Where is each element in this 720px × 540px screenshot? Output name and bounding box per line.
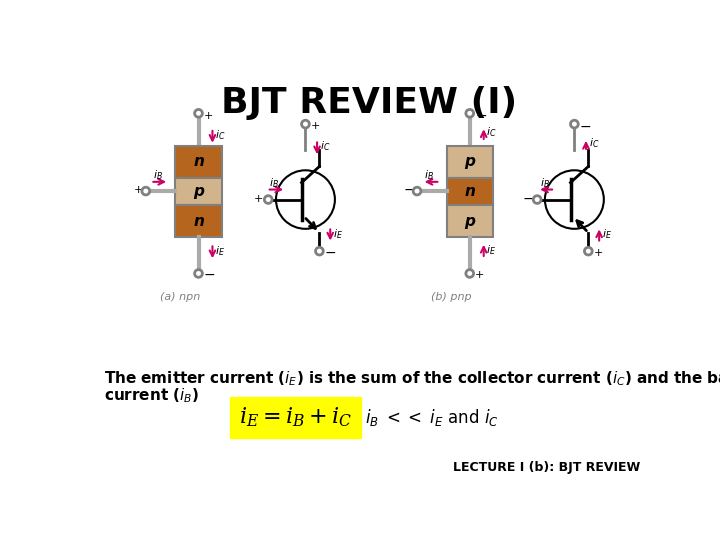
Circle shape	[276, 170, 335, 229]
Text: $i_E$: $i_E$	[215, 244, 225, 258]
Text: +: +	[204, 111, 213, 120]
Circle shape	[545, 170, 604, 229]
Text: $i_C$: $i_C$	[486, 126, 497, 139]
Text: n: n	[193, 214, 204, 228]
Text: $i_E = i_B + i_C$: $i_E = i_B + i_C$	[239, 406, 352, 429]
Circle shape	[466, 269, 474, 278]
Text: $i_B\ <<\ i_E\ \mathrm{and}\ i_C$: $i_B\ <<\ i_E\ \mathrm{and}\ i_C$	[365, 407, 499, 428]
Text: $\mathbf{The\ emitter\ current\ (}\mathit{i}_{E}\mathbf{)\ is\ the\ sum\ of\ the: $\mathbf{The\ emitter\ current\ (}\mathi…	[104, 369, 720, 388]
Circle shape	[194, 110, 202, 117]
Text: $i_E$: $i_E$	[487, 242, 496, 256]
Circle shape	[534, 195, 541, 204]
Text: n: n	[193, 154, 204, 170]
Text: +: +	[311, 122, 320, 131]
Circle shape	[570, 120, 578, 128]
Text: +: +	[133, 185, 143, 195]
Text: −: −	[580, 119, 591, 133]
Circle shape	[302, 120, 310, 128]
Text: p: p	[193, 184, 204, 199]
Text: BJT REVIEW (I): BJT REVIEW (I)	[221, 86, 517, 120]
Text: $i_E$: $i_E$	[602, 227, 612, 241]
Text: $i_C$: $i_C$	[320, 139, 331, 153]
Text: +: +	[475, 270, 485, 280]
Text: $i_B$: $i_B$	[153, 168, 163, 182]
Text: $i_C$: $i_C$	[589, 137, 600, 150]
Text: $i_B$: $i_B$	[425, 168, 434, 182]
Text: +: +	[254, 194, 264, 204]
Text: −: −	[204, 268, 215, 282]
Bar	[446, 146, 493, 178]
Text: p: p	[464, 214, 475, 228]
Text: n: n	[464, 184, 475, 199]
Circle shape	[466, 110, 474, 117]
Text: +: +	[594, 248, 603, 258]
Text: −: −	[522, 192, 534, 206]
Text: (a) npn: (a) npn	[160, 292, 200, 302]
Text: −: −	[403, 183, 415, 197]
Circle shape	[315, 247, 323, 255]
Text: −: −	[325, 246, 336, 260]
Text: LECTURE I (b): BJT REVIEW: LECTURE I (b): BJT REVIEW	[453, 462, 640, 475]
Circle shape	[413, 187, 421, 195]
Text: $\mathbf{current\ (}\mathit{i}_{B}\mathbf{)}$: $\mathbf{current\ (}\mathit{i}_{B}\mathb…	[104, 386, 199, 404]
Text: p: p	[464, 154, 475, 170]
Bar	[175, 205, 222, 237]
Text: $i_B$: $i_B$	[540, 176, 550, 190]
Text: (b) pnp: (b) pnp	[431, 292, 472, 302]
Circle shape	[585, 247, 593, 255]
Bar	[175, 146, 222, 178]
Circle shape	[264, 195, 272, 204]
Text: $i_C$: $i_C$	[215, 128, 225, 142]
Text: $i_E$: $i_E$	[333, 227, 343, 241]
Text: $i_B$: $i_B$	[269, 176, 279, 190]
Text: −: −	[475, 109, 487, 123]
Circle shape	[194, 269, 202, 278]
Bar	[175, 178, 222, 205]
Bar	[446, 178, 493, 205]
Bar	[446, 205, 493, 237]
Circle shape	[142, 187, 150, 195]
